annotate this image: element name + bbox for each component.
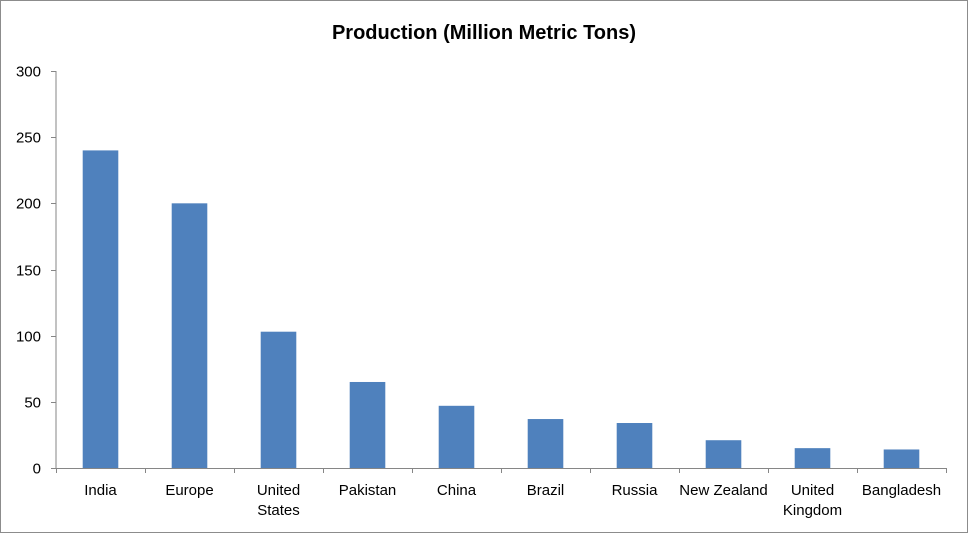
chart-title: Production (Million Metric Tons) — [332, 22, 636, 44]
x-tick-label-line: China — [437, 482, 477, 499]
bar-russia — [616, 423, 653, 468]
x-axis: India Europe United States Pakistan China Braz… — [56, 468, 947, 519]
x-tick-label-line: Pakistan — [339, 482, 397, 499]
y-tick-label: 200 — [16, 196, 41, 213]
x-tick-label: Europe — [165, 482, 213, 499]
x-tick-label: United Kingdom — [783, 482, 842, 519]
x-tick-label-line: Bangladesh — [862, 482, 941, 499]
x-tick-label-line: Russia — [612, 482, 659, 499]
x-tick-label-line: Kingdom — [783, 502, 842, 519]
bar-europe — [171, 203, 208, 468]
y-tick-label: 300 — [16, 64, 41, 81]
bar-brazil — [527, 419, 564, 468]
y-axis: 0 50 100 150 200 250 300 — [16, 64, 57, 478]
x-tick-label: Pakistan — [339, 482, 397, 499]
x-tick-label-line: United — [257, 482, 300, 499]
bar-united-states — [260, 331, 297, 468]
bar-china — [438, 405, 475, 468]
x-tick-label: Russia — [612, 482, 659, 499]
x-tick-label: Brazil — [527, 482, 565, 499]
x-tick-label-line: Europe — [165, 482, 213, 499]
x-tick-label-line: United — [791, 482, 834, 499]
bar-united-kingdom — [794, 448, 831, 468]
x-tick-label: China — [437, 482, 477, 499]
x-tick-label-line: India — [84, 482, 117, 499]
y-tick-label: 0 — [33, 461, 41, 478]
x-tick-label: India — [84, 482, 117, 499]
x-tick-label: Bangladesh — [862, 482, 941, 499]
x-tick-label-line: Brazil — [527, 482, 565, 499]
y-tick-label: 250 — [16, 130, 41, 147]
bar-new-zealand — [705, 440, 742, 468]
x-tick-label: United States — [257, 482, 300, 519]
y-tick-label: 50 — [24, 395, 41, 412]
x-tick-label-line: States — [257, 502, 300, 519]
y-tick-label: 150 — [16, 263, 41, 280]
bar-series — [82, 150, 920, 468]
y-tick-label: 100 — [16, 329, 41, 346]
bar-pakistan — [349, 381, 386, 468]
bar-india — [82, 150, 119, 468]
x-tick-label-line: New Zealand — [679, 482, 767, 499]
x-tick-label: New Zealand — [679, 482, 767, 499]
bar-bangladesh — [883, 449, 920, 468]
